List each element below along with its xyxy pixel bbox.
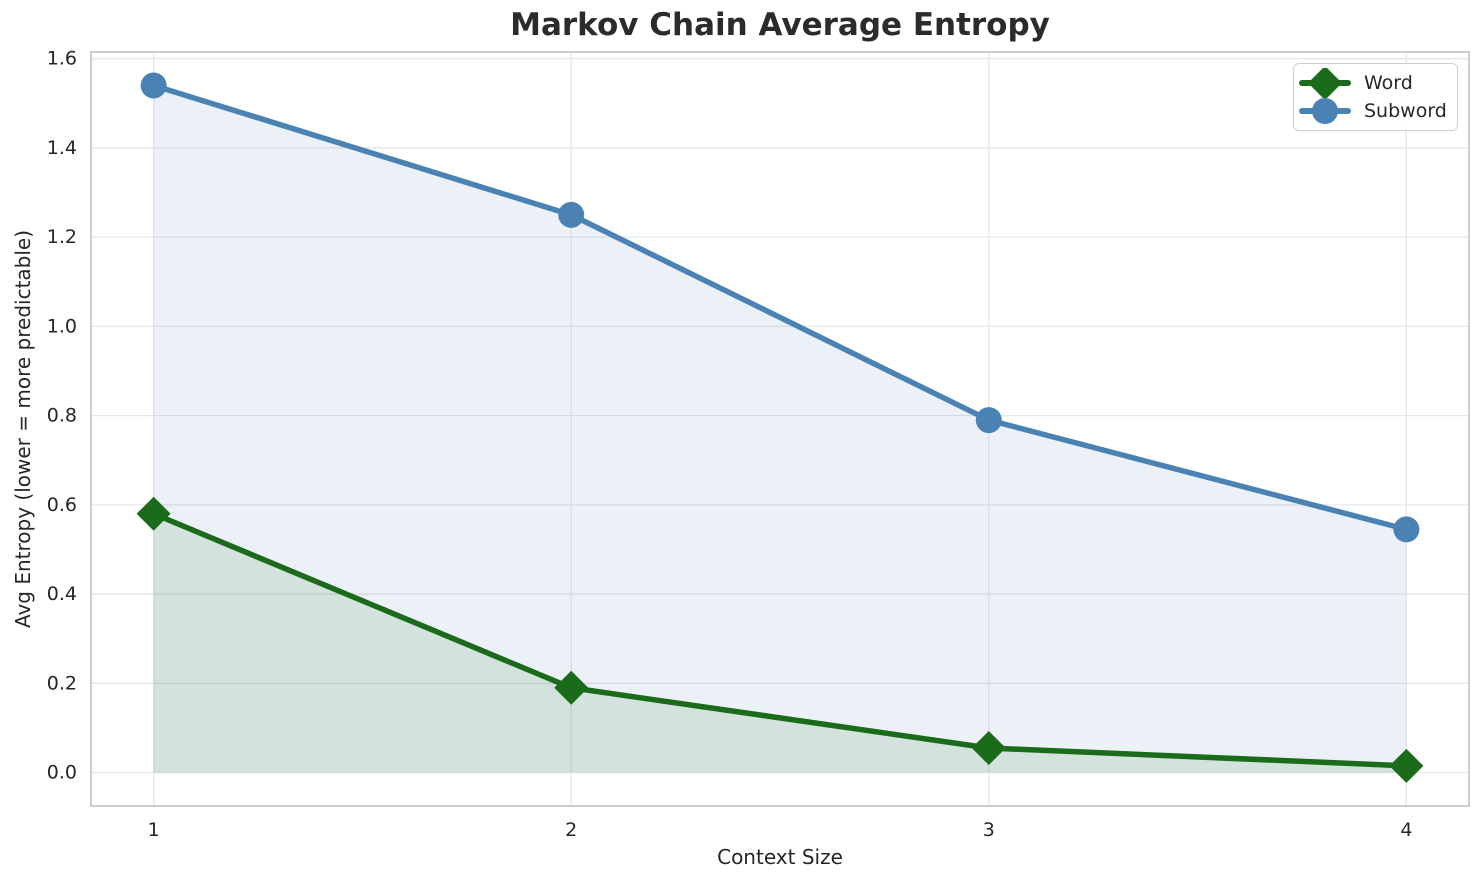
circle-marker-icon — [1393, 516, 1420, 543]
y-tick-label: 0.8 — [47, 405, 77, 427]
circle-marker-icon — [558, 201, 585, 228]
diamond-marker-icon — [1389, 748, 1424, 783]
legend: Word Subword — [1293, 63, 1458, 131]
series-word — [136, 496, 1424, 783]
diamond-marker-icon — [971, 731, 1006, 765]
area-fill-word — [153, 513, 1407, 773]
y-tick-label: 1.0 — [47, 315, 77, 337]
y-tick-label: 0.2 — [47, 672, 77, 694]
y-tick-label: 1.6 — [47, 48, 77, 70]
legend-label-word: Word — [1364, 72, 1413, 94]
diamond-marker-icon — [554, 670, 589, 705]
circle-marker-icon — [1312, 98, 1338, 124]
y-tick-label: 0.6 — [47, 494, 77, 516]
x-tick-label: 3 — [983, 819, 995, 841]
legend-label-subword: Subword — [1364, 100, 1447, 122]
circle-marker-icon — [1299, 98, 1351, 124]
y-axis-label: Avg Entropy (lower = more predictable) — [11, 229, 35, 629]
series-line-word — [150, 511, 1410, 769]
x-tick-label: 4 — [1400, 819, 1412, 841]
diamond-marker-icon — [1308, 68, 1342, 98]
y-tick-label: 0.4 — [47, 583, 77, 605]
area-fill-subword — [153, 85, 1407, 773]
circle-marker-icon — [140, 72, 167, 99]
x-tick-label: 1 — [148, 819, 160, 841]
y-tick-label: 1.2 — [47, 226, 77, 248]
x-tick-label: 2 — [565, 819, 577, 841]
legend-item-word: Word — [1298, 68, 1449, 98]
circle-marker-icon — [975, 407, 1002, 434]
y-tick-label: 0.0 — [47, 762, 77, 784]
plot-frame — [90, 51, 1470, 807]
diamond-marker-icon — [136, 496, 171, 531]
series-line-subword — [150, 82, 1410, 533]
x-axis-label: Context Size — [717, 845, 843, 869]
series-subword — [140, 72, 1420, 543]
chart-title: Markov Chain Average Entropy — [510, 7, 1050, 43]
diamond-marker-icon — [1299, 68, 1351, 98]
y-tick-label: 1.4 — [47, 137, 77, 159]
legend-item-subword: Subword — [1298, 97, 1449, 125]
